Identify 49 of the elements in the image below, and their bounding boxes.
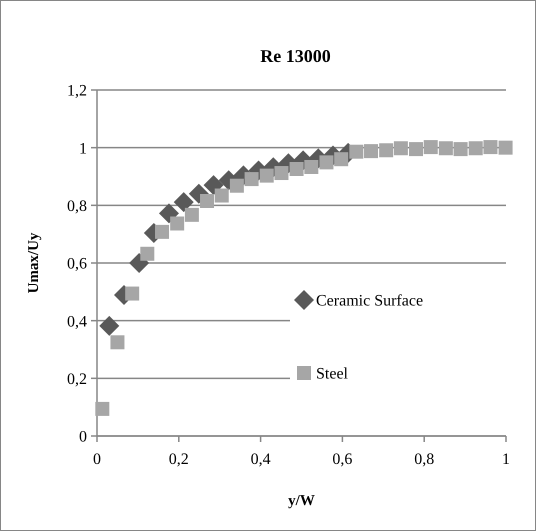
x-tick-label: 1 — [502, 451, 510, 468]
y-tick-label: 0 — [79, 428, 87, 446]
point — [438, 141, 453, 156]
point — [99, 316, 120, 336]
y-tick-label: 1 — [79, 140, 87, 158]
point — [260, 168, 274, 183]
point — [274, 166, 288, 180]
point — [155, 224, 170, 239]
point — [468, 141, 483, 156]
x-axis-title: y/W — [288, 493, 315, 509]
point — [304, 160, 318, 174]
point — [364, 144, 378, 158]
y-tick-label: 0,4 — [67, 313, 87, 330]
point — [394, 141, 408, 156]
point — [140, 246, 154, 261]
point — [174, 192, 194, 212]
y-tick-label: 0,2 — [67, 370, 87, 388]
y-tick-label: 1,2 — [67, 82, 87, 100]
point — [454, 142, 468, 156]
point — [424, 140, 438, 154]
point — [334, 152, 348, 166]
point — [379, 143, 394, 158]
x-tick-label: 0,2 — [168, 451, 189, 468]
point — [230, 178, 244, 193]
point — [125, 286, 140, 301]
point — [158, 203, 179, 224]
point — [170, 216, 184, 230]
point — [409, 142, 424, 156]
point — [110, 335, 124, 350]
point — [349, 144, 364, 159]
point — [498, 140, 513, 155]
point — [204, 175, 224, 196]
point — [200, 194, 214, 208]
y-axis-title: Umax/Uy — [26, 232, 42, 294]
x-tick-label: 0,6 — [332, 451, 352, 468]
legend-label: Steel — [316, 366, 349, 383]
point — [184, 208, 199, 222]
y-tick-label: 0,8 — [67, 198, 87, 215]
legend-label: Ceramic Surface — [316, 292, 424, 310]
point — [290, 162, 304, 176]
y-tick-label: 0,6 — [67, 256, 87, 273]
x-tick-label: 0,8 — [414, 451, 434, 468]
point — [483, 140, 498, 154]
point — [214, 188, 229, 203]
x-tick-label: 0 — [93, 451, 101, 468]
point — [95, 402, 110, 416]
point — [244, 172, 259, 186]
x-tick-label: 0,4 — [250, 451, 271, 468]
chart-title: Re 13000 — [260, 46, 331, 66]
